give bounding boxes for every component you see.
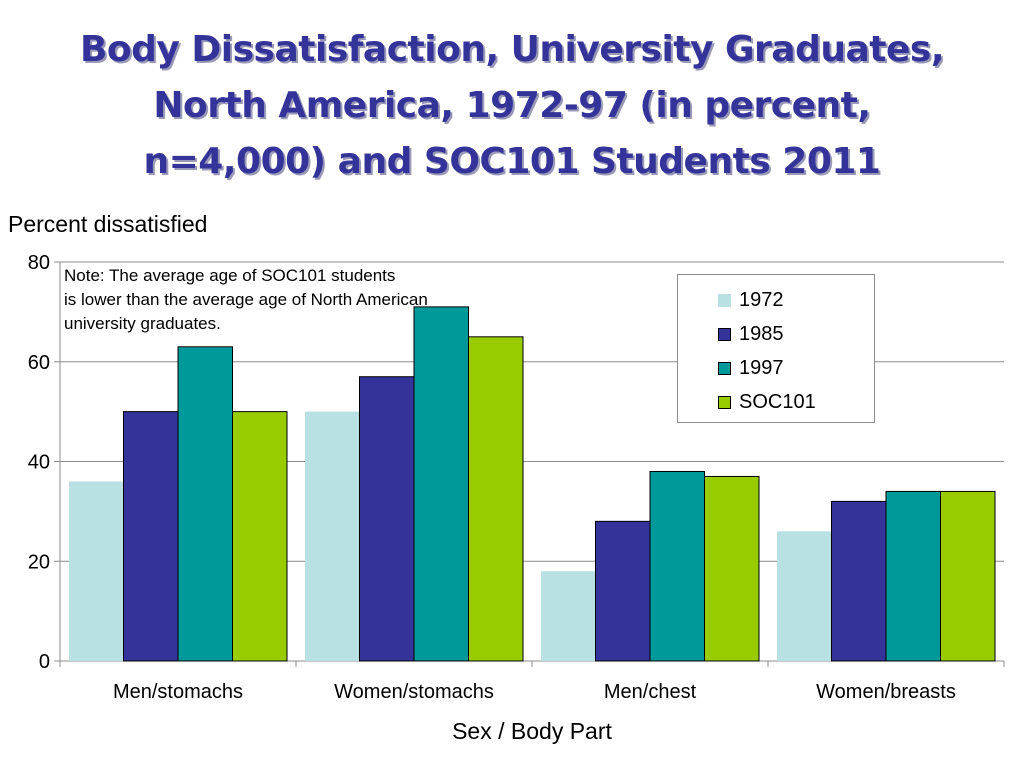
chart-legend: 1972 1985 1997 SOC101: [677, 274, 875, 423]
note-line-1: Note: The average age of SOC101 students: [64, 266, 396, 285]
legend-swatch-1972: [718, 293, 731, 307]
bar-1972-women-stomachs: [305, 411, 360, 661]
bar-1985-women-stomachs: [359, 376, 415, 662]
bar-soc101-men-chest: [704, 475, 760, 662]
title-line-2: North America, 1972-97 (in percent,: [153, 85, 871, 126]
legend-label-soc101: SOC101: [739, 390, 816, 413]
bar-1972-men-stomachs: [69, 481, 124, 661]
x-axis-title: Sex / Body Part: [452, 718, 612, 744]
bar-soc101-women-breasts: [940, 490, 996, 662]
x-tick-label-men-chest: Men/chest: [604, 681, 697, 703]
note-line-3: university graduates.: [64, 314, 221, 333]
legend-label-1997: 1997: [739, 356, 784, 379]
bar-soc101-men-stomachs: [232, 411, 288, 662]
legend-label-1972: 1972: [739, 288, 784, 311]
bar-1972-men-chest: [541, 571, 596, 661]
y-tick-label-80: 80: [28, 252, 50, 274]
y-axis-title: Percent dissatisfied: [8, 211, 208, 237]
legend-swatch-1997: [718, 361, 731, 375]
bar-1997-men-chest: [649, 470, 705, 662]
x-tick-label-women-breasts: Women/breasts: [816, 681, 956, 703]
x-tick-label-women-stomachs: Women/stomachs: [334, 681, 494, 703]
note-line-2: is lower than the average age of North A…: [64, 290, 428, 309]
legend-swatch-1985: [718, 327, 731, 341]
legend-label-1985: 1985: [739, 322, 784, 345]
y-tick-label-20: 20: [28, 551, 50, 573]
slide-title: Body Dissatisfaction, University Graduat…: [0, 22, 1024, 190]
y-tick-label-40: 40: [28, 452, 50, 474]
bar-1985-men-chest: [595, 520, 651, 662]
y-tick-label-60: 60: [28, 352, 50, 374]
chart-note: Note: The average age of SOC101 students…: [64, 264, 428, 336]
title-line-3: n=4,000) and SOC101 Students 2011: [143, 141, 881, 182]
bar-1997-women-breasts: [885, 490, 941, 662]
y-tick-label-0: 0: [39, 651, 50, 673]
legend-swatch-soc101: [718, 395, 731, 409]
bar-1997-women-stomachs: [413, 306, 469, 662]
legend-item-1972: 1972: [678, 283, 874, 317]
title-line-1: Body Dissatisfaction, University Graduat…: [79, 29, 945, 70]
legend-item-soc101: SOC101: [678, 385, 874, 419]
bar-1972-women-breasts: [777, 531, 832, 661]
legend-item-1997: 1997: [678, 351, 874, 385]
x-tick-label-men-stomachs: Men/stomachs: [113, 681, 243, 703]
bar-1985-men-stomachs: [123, 411, 179, 662]
bar-1985-women-breasts: [831, 500, 887, 662]
legend-item-1985: 1985: [678, 317, 874, 351]
bar-soc101-women-stomachs: [468, 336, 524, 662]
bar-1997-men-stomachs: [177, 346, 233, 662]
